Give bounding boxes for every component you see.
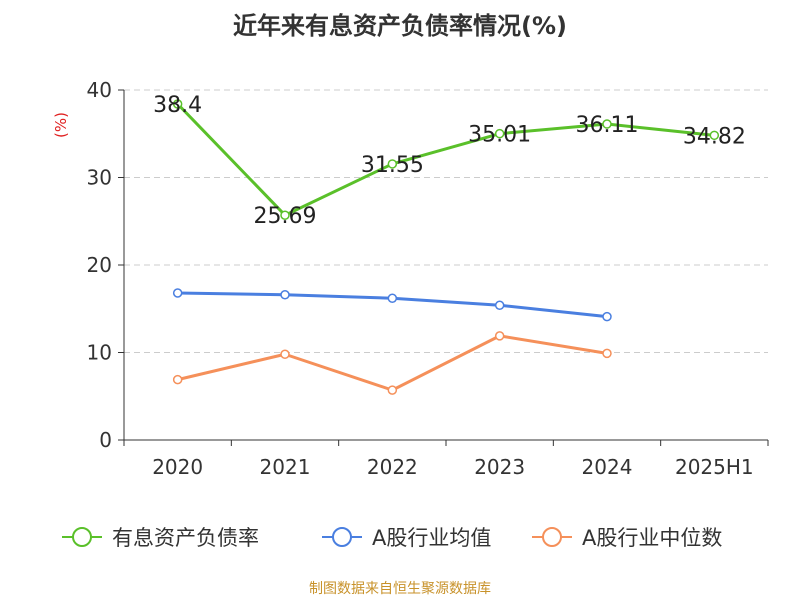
data-label: 38.4 <box>153 93 202 118</box>
legend-label: 有息资产负债率 <box>112 526 259 550</box>
legend-item-3: A股行业中位数 <box>532 526 722 550</box>
series-line-1 <box>176 102 715 217</box>
legend-label: A股行业中位数 <box>582 526 722 550</box>
data-point <box>172 288 183 298</box>
x-tick-label: 2024 <box>582 455 633 479</box>
y-tick-label: 0 <box>99 428 112 452</box>
x-tick-label: 2025H1 <box>675 455 754 479</box>
legend-marker <box>72 527 92 547</box>
y-tick-label: 20 <box>87 253 112 277</box>
legend-marker <box>332 527 352 547</box>
chart-title: 近年来有息资产负债率情况(%) <box>233 12 567 40</box>
x-tick-label: 2023 <box>474 455 525 479</box>
data-point <box>280 210 290 220</box>
data-point <box>709 130 720 141</box>
y-tick-label: 30 <box>87 166 112 190</box>
x-tick-label: 2022 <box>367 455 418 479</box>
legend-marker <box>542 527 562 547</box>
data-point <box>280 290 290 300</box>
data-label: 35.01 <box>468 123 531 148</box>
data-point <box>387 159 398 169</box>
data-point <box>387 293 398 303</box>
data-label: 36.11 <box>576 113 639 138</box>
y-tick-label: 40 <box>87 78 112 102</box>
x-tick-label: 2021 <box>260 455 311 479</box>
y-axis-unit-label: (%) <box>52 112 70 138</box>
data-point <box>602 119 612 129</box>
data-point <box>494 300 505 310</box>
data-label: 31.55 <box>361 153 424 178</box>
data-point <box>172 374 183 385</box>
y-tick-label: 10 <box>87 341 112 365</box>
legend-item-1: 有息资产负债率 <box>62 526 259 550</box>
source-note: 制图数据来自恒生聚源数据库 <box>309 581 491 597</box>
data-point <box>172 99 183 109</box>
legend-item-2: A股行业均值 <box>322 526 491 550</box>
data-point <box>494 331 505 341</box>
data-point <box>602 311 612 322</box>
data-label: 34.82 <box>683 124 746 149</box>
data-point <box>280 349 290 359</box>
data-point <box>494 128 505 139</box>
data-point <box>602 348 612 359</box>
data-point <box>387 385 398 395</box>
series-line-3 <box>177 334 608 392</box>
data-label: 25.69 <box>254 204 317 229</box>
legend-label: A股行业均值 <box>372 526 491 550</box>
x-tick-label: 2020 <box>152 455 203 479</box>
